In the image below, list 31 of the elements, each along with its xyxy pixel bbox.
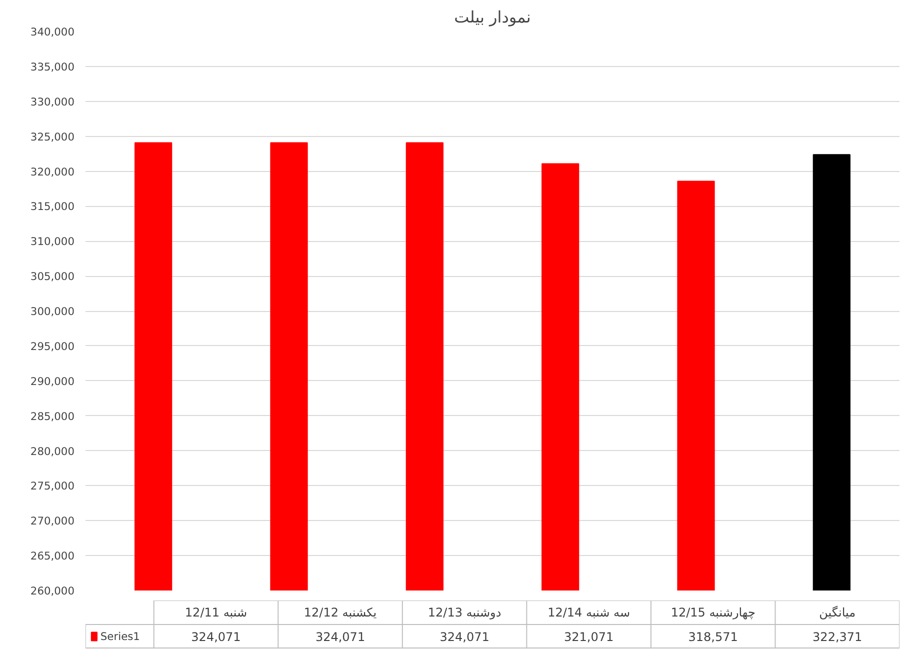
y-tick-label: 280,000 (30, 444, 75, 458)
data-label: 324,071 (440, 630, 490, 644)
data-label: 322,371 (812, 630, 862, 644)
y-tick-label: 285,000 (30, 410, 75, 423)
y-tick-label: 270,000 (30, 514, 75, 528)
y-tick-label: 340,000 (30, 26, 75, 38)
data-label: 321,071 (564, 630, 614, 644)
x-tick-label: 12/13 دوشنبه (428, 606, 502, 620)
y-tick-label: 335,000 (30, 60, 75, 74)
x-tick-label: 12/15 چهارشنبه (670, 606, 756, 620)
chart-title: نمودار بیلت (454, 8, 531, 26)
y-tick-label: 305,000 (30, 270, 75, 284)
y-tick-label: 265,000 (30, 550, 75, 563)
data-label: 324,071 (315, 630, 366, 644)
y-tick-label: 330,000 (30, 95, 75, 108)
y-tick-label: 310,000 (30, 235, 75, 248)
data-label: 318,571 (688, 630, 738, 644)
y-tick-label: 260,000 (30, 584, 75, 598)
y-tick-label: 275,000 (30, 480, 75, 493)
data-label: 324,071 (191, 630, 241, 644)
y-tick-label: 315,000 (30, 200, 75, 214)
y-tick-label: 300,000 (30, 305, 75, 318)
x-tick-label: میانگین (819, 606, 856, 620)
y-tick-label: 290,000 (30, 374, 75, 388)
y-tick-label: 295,000 (30, 340, 75, 353)
y-tick-label: 325,000 (30, 130, 75, 144)
x-tick-label: 12/12 یکشنبه (304, 606, 377, 620)
legend-label: Series1 (100, 630, 140, 643)
y-tick-label: 320,000 (30, 165, 75, 178)
x-tick-label: 12/11 شنبه (184, 606, 248, 620)
x-tick-label: 12/14 سه شنبه (548, 606, 630, 620)
